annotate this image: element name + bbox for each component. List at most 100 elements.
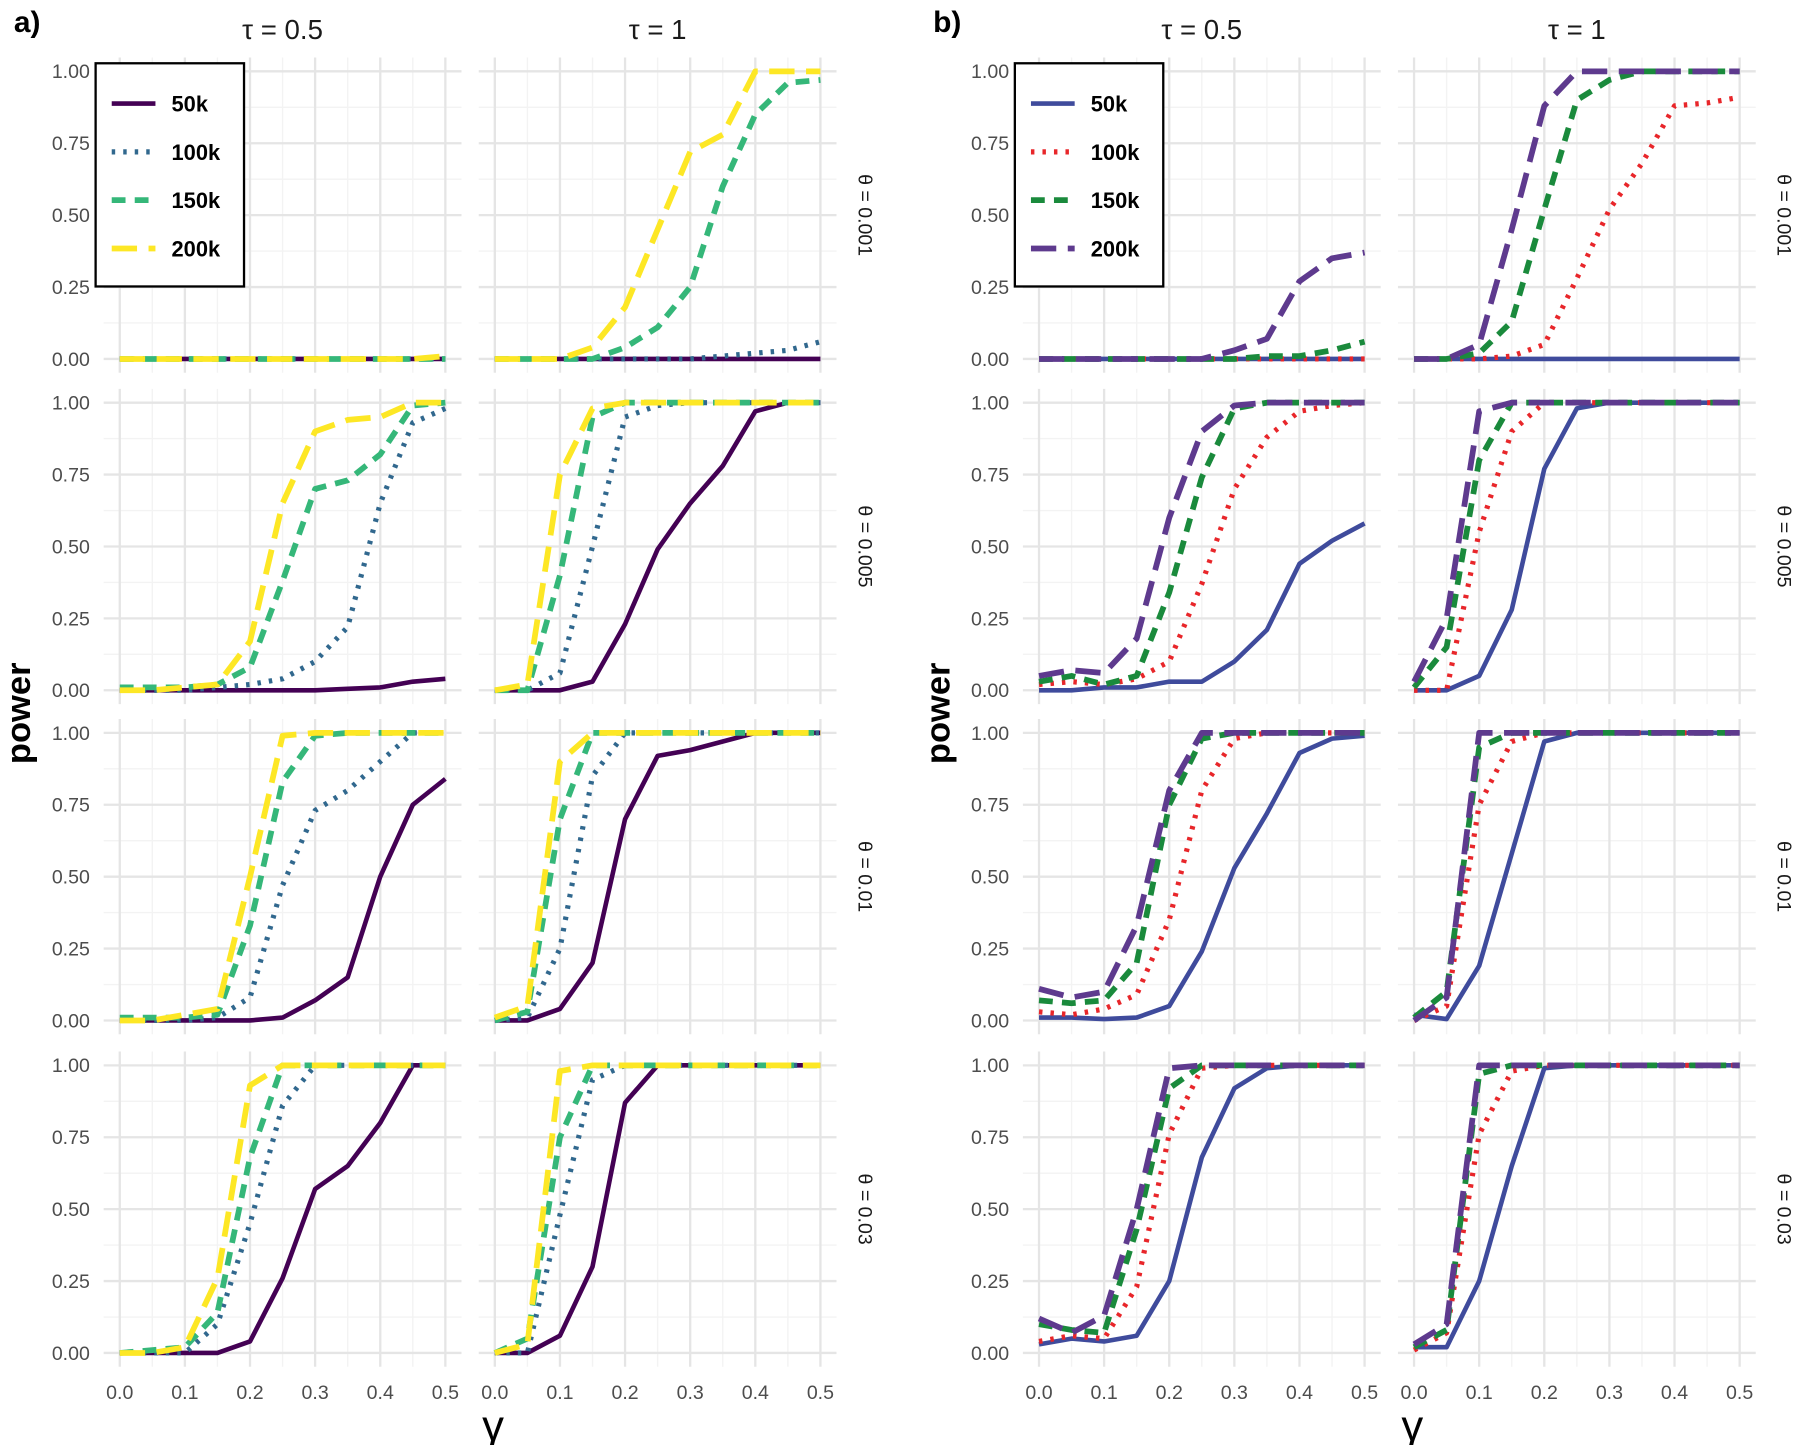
series-line-200k	[1411, 399, 1740, 683]
y-tick-label: 0.25	[971, 277, 1009, 299]
x-tick-label: 0.2	[611, 1382, 638, 1404]
row-strip-label: θ = 0.01	[1773, 841, 1795, 912]
y-tick-label: 0.50	[971, 1199, 1009, 1221]
y-tick-label: 0.25	[52, 1271, 90, 1293]
row-strip-label: θ = 0.01	[853, 841, 875, 912]
series-line-200k	[1038, 729, 1365, 1001]
y-tick-label: 0.25	[52, 608, 90, 630]
legend-label: 50k	[1091, 92, 1128, 117]
series-line-200k	[119, 353, 446, 362]
series-line-100k	[1038, 400, 1365, 688]
y-tick-label: 1.00	[52, 723, 90, 745]
y-tick-label: 1.00	[971, 1055, 1009, 1077]
series-line-50k	[1039, 733, 1365, 1022]
series-line-200k	[119, 729, 446, 1024]
y-tick-label: 0.25	[52, 938, 90, 960]
row-strip-label: θ = 0.03	[853, 1174, 875, 1245]
y-axis-label: power	[0, 662, 38, 764]
y-tick-label: 0.25	[52, 277, 90, 299]
series-line-200k	[494, 399, 821, 694]
series-line-100k	[1414, 94, 1741, 362]
x-tick-label: 0.1	[171, 1382, 198, 1404]
x-tick-label: 0.1	[546, 1382, 573, 1404]
y-tick-label: 0.00	[971, 680, 1009, 702]
y-tick-label: 0.75	[52, 464, 90, 486]
y-tick-label: 0.00	[52, 349, 90, 371]
series-line-200k	[119, 1062, 446, 1356]
y-tick-label: 0.75	[52, 1127, 90, 1149]
series-line-200k	[1037, 1062, 1365, 1336]
y-tick-label: 0.50	[52, 205, 90, 227]
y-tick-label: 0.00	[52, 1343, 90, 1365]
y-tick-label: 0.50	[52, 536, 90, 558]
series-line-200k	[494, 68, 821, 362]
y-axis-label: power	[919, 662, 957, 764]
x-tick-label: 0.3	[1221, 1382, 1248, 1404]
x-axis-label: γ	[482, 1401, 504, 1445]
y-tick-label: 0.25	[971, 1271, 1009, 1293]
series-line-200k	[1039, 249, 1366, 362]
x-axis-label: γ	[1401, 1401, 1423, 1445]
x-tick-label: 0.1	[1091, 1382, 1118, 1404]
y-tick-label: 0.75	[52, 795, 90, 817]
y-tick-label: 0.75	[971, 133, 1009, 155]
series-line-200k	[1038, 399, 1365, 679]
y-tick-label: 0.00	[971, 1343, 1009, 1365]
x-tick-label: 0.0	[1025, 1382, 1052, 1404]
y-tick-label: 0.00	[971, 1010, 1009, 1032]
panel-tag: a)	[14, 6, 41, 39]
series-line-50k	[494, 400, 821, 693]
legend-box	[1013, 62, 1165, 288]
series-line-200k	[119, 399, 446, 694]
legend-box	[94, 62, 246, 288]
row-strip-label: θ = 0.001	[1773, 174, 1795, 256]
y-tick-label: 0.75	[52, 133, 90, 155]
y-tick-label: 0.50	[971, 536, 1009, 558]
x-tick-label: 0.5	[432, 1382, 459, 1404]
x-tick-label: 0.5	[1351, 1382, 1378, 1404]
series-line-100k	[494, 339, 822, 362]
x-tick-label: 0.0	[106, 1382, 133, 1404]
y-tick-label: 1.00	[52, 1055, 90, 1077]
row-strip-label: θ = 0.001	[853, 174, 875, 256]
row-strip-label: θ = 0.03	[1773, 1174, 1795, 1245]
series-line-50k	[119, 1063, 446, 1356]
y-tick-label: 0.50	[52, 867, 90, 889]
row-strip-label: θ = 0.005	[853, 505, 875, 587]
x-tick-label: 0.2	[1531, 1382, 1558, 1404]
y-tick-label: 0.00	[971, 349, 1009, 371]
y-tick-label: 0.50	[971, 205, 1009, 227]
x-tick-label: 0.5	[1726, 1382, 1753, 1404]
x-tick-label: 0.3	[1596, 1382, 1623, 1404]
y-tick-label: 0.50	[971, 867, 1009, 889]
y-tick-label: 1.00	[971, 61, 1009, 83]
y-tick-label: 0.75	[971, 795, 1009, 817]
y-tick-label: 0.75	[971, 1127, 1009, 1149]
legend-label: 200k	[1091, 237, 1140, 262]
y-tick-label: 1.00	[52, 61, 90, 83]
x-tick-label: 0.2	[236, 1382, 263, 1404]
series-line-50k	[1039, 521, 1366, 693]
y-tick-label: 1.00	[52, 393, 90, 415]
legend-label: 150k	[172, 188, 221, 213]
x-tick-label: 0.3	[302, 1382, 329, 1404]
panel-tag: b)	[933, 6, 961, 39]
column-title: τ = 0.5	[1161, 14, 1242, 45]
x-tick-label: 0.4	[742, 1382, 769, 1404]
legend-label: 100k	[1091, 140, 1140, 165]
y-tick-label: 0.25	[971, 608, 1009, 630]
y-tick-label: 1.00	[971, 393, 1009, 415]
series-line-100k	[1413, 730, 1740, 1023]
series-line-150k	[1414, 68, 1740, 362]
x-tick-label: 0.1	[1466, 1382, 1493, 1404]
legend-label: 150k	[1091, 188, 1140, 213]
y-tick-label: 0.75	[971, 464, 1009, 486]
x-tick-label: 0.5	[807, 1382, 834, 1404]
y-tick-label: 0.00	[52, 680, 90, 702]
y-tick-label: 0.50	[52, 1199, 90, 1221]
series-line-100k	[119, 406, 447, 693]
series-line-100k	[1412, 1062, 1740, 1353]
x-tick-label: 0.3	[677, 1382, 704, 1404]
x-tick-label: 0.4	[1661, 1382, 1688, 1404]
